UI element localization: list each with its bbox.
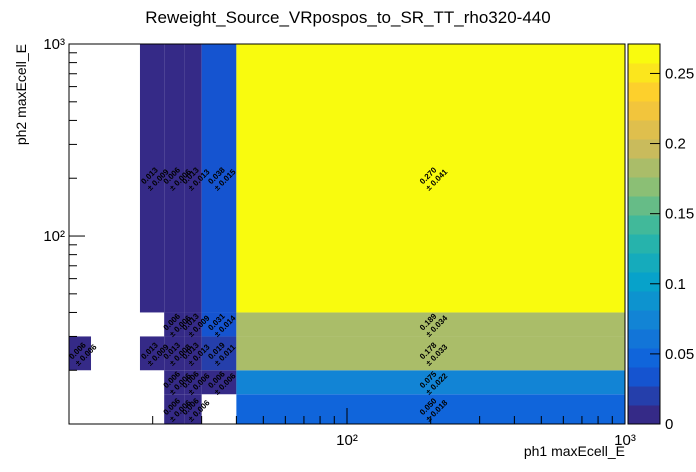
heatmap-cell — [236, 370, 625, 395]
colorbar-band — [628, 177, 660, 197]
heatmap-cell — [139, 336, 165, 371]
colorbar-tick-label: 0.05 — [665, 346, 694, 363]
colorbar-band — [628, 272, 660, 292]
heatmap-cell — [164, 44, 185, 313]
heatmap-cell — [184, 394, 202, 424]
colorbar-band — [628, 158, 660, 178]
x-tick-label: 10³ — [614, 432, 636, 449]
colorbar-tick-label: 0.15 — [665, 206, 694, 223]
colorbar-band — [628, 120, 660, 140]
y-tick-label: 10³ — [43, 36, 65, 53]
colorbar-band — [628, 310, 660, 330]
heatmap-cell — [201, 336, 237, 371]
heatmap-cell — [236, 336, 625, 371]
y-tick-label: 10² — [43, 228, 65, 245]
heatmap-cell — [164, 370, 185, 395]
heatmap-cell — [139, 44, 165, 313]
heatmap-cell — [201, 44, 237, 313]
cell-label: 0.006± 0.006 — [162, 369, 194, 396]
chart-title: Reweight_Source_VRpospos_to_SR_TT_rho320… — [145, 8, 550, 27]
x-tick-label: 10² — [336, 432, 358, 449]
colorbar-tick-label: 0.2 — [665, 136, 686, 153]
colorbar-band — [628, 386, 660, 406]
colorbar-tick-label: 0.1 — [665, 276, 686, 293]
x-axis-title: ph1 maxEcell_E — [524, 443, 625, 459]
colorbar-band — [628, 215, 660, 235]
colorbar-band — [628, 139, 660, 159]
colorbar-band — [628, 101, 660, 121]
heatmap-cell — [69, 336, 92, 371]
colorbar-band — [628, 367, 660, 387]
y-axis-title: ph2 maxEcell_E — [13, 44, 29, 145]
heatmap-cell — [201, 370, 237, 395]
colorbar-band — [628, 234, 660, 254]
colorbar-band — [628, 44, 660, 64]
heatmap-cell — [184, 336, 202, 371]
colorbar-band — [628, 405, 660, 425]
colorbar-band — [628, 63, 660, 83]
heatmap-cell — [236, 312, 625, 337]
heatmap-cell — [164, 394, 185, 424]
heatmap-cell — [184, 44, 202, 313]
colorbar-band — [628, 291, 660, 311]
colorbar-band — [628, 196, 660, 216]
heatmap-cell — [236, 44, 625, 313]
colorbar-band — [628, 253, 660, 273]
colorbar-frame — [627, 43, 661, 425]
heatmap-cell — [201, 312, 237, 337]
heatmap-cell — [164, 312, 185, 337]
heatmap-cell — [184, 370, 202, 395]
heatmap-cell — [164, 336, 185, 371]
colorbar-band — [628, 82, 660, 102]
colorbar-tick-label: 0 — [665, 416, 673, 433]
colorbar-band — [628, 348, 660, 368]
heatmap-cell — [184, 312, 202, 337]
colorbar-tick-label: 0.25 — [665, 65, 694, 82]
colorbar-band — [628, 329, 660, 349]
